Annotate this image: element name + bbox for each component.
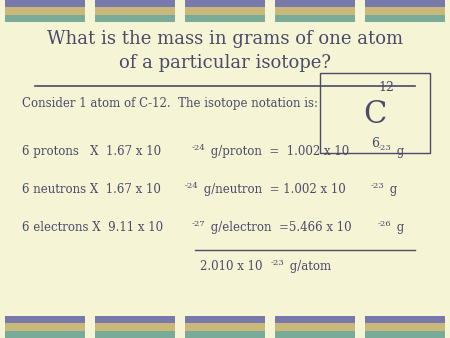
Text: -23: -23 xyxy=(271,259,284,267)
Bar xyxy=(95,331,175,338)
Bar xyxy=(185,316,265,323)
Bar xyxy=(5,7,85,15)
Text: -23: -23 xyxy=(370,182,384,190)
Bar xyxy=(5,15,85,22)
Text: -26: -26 xyxy=(377,220,391,228)
Text: What is the mass in grams of one atom
of a particular isotope?: What is the mass in grams of one atom of… xyxy=(47,29,403,72)
Text: g: g xyxy=(392,221,404,234)
Text: 6: 6 xyxy=(371,137,379,150)
Text: -24: -24 xyxy=(185,182,198,190)
Bar xyxy=(95,7,175,15)
Text: g/electron  =5.466 x 10: g/electron =5.466 x 10 xyxy=(207,221,352,234)
Bar xyxy=(95,0,175,7)
Bar xyxy=(320,73,430,153)
Text: g: g xyxy=(386,183,397,196)
Text: C: C xyxy=(363,99,387,130)
Bar xyxy=(365,323,445,331)
Bar xyxy=(275,15,355,22)
Bar xyxy=(185,331,265,338)
Bar xyxy=(365,7,445,15)
Text: g: g xyxy=(392,145,404,158)
Text: 6 electrons X  9.11 x 10: 6 electrons X 9.11 x 10 xyxy=(22,221,163,234)
Bar xyxy=(275,0,355,7)
Bar xyxy=(365,316,445,323)
Bar xyxy=(275,7,355,15)
Bar xyxy=(365,0,445,7)
Bar xyxy=(5,323,85,331)
Bar xyxy=(275,331,355,338)
Text: Consider 1 atom of C-12.  The isotope notation is:: Consider 1 atom of C-12. The isotope not… xyxy=(22,97,318,110)
Text: 12: 12 xyxy=(378,81,394,94)
Bar xyxy=(5,0,85,7)
Text: 6 protons   X  1.67 x 10: 6 protons X 1.67 x 10 xyxy=(22,145,161,158)
Bar xyxy=(185,7,265,15)
Bar xyxy=(185,0,265,7)
Text: -27: -27 xyxy=(192,220,206,228)
Bar xyxy=(185,323,265,331)
Bar xyxy=(275,323,355,331)
Bar xyxy=(185,15,265,22)
Text: 2.010 x 10: 2.010 x 10 xyxy=(200,260,262,273)
Bar xyxy=(95,15,175,22)
Bar xyxy=(275,316,355,323)
Text: g/neutron  = 1.002 x 10: g/neutron = 1.002 x 10 xyxy=(200,183,346,196)
Text: g/proton  =  1.002 x 10: g/proton = 1.002 x 10 xyxy=(207,145,350,158)
Bar xyxy=(5,316,85,323)
Bar xyxy=(5,331,85,338)
Text: 6 neutrons X  1.67 x 10: 6 neutrons X 1.67 x 10 xyxy=(22,183,161,196)
Bar xyxy=(95,316,175,323)
Bar xyxy=(365,331,445,338)
Text: g/atom: g/atom xyxy=(286,260,331,273)
Bar xyxy=(95,323,175,331)
Bar xyxy=(365,15,445,22)
Text: -23: -23 xyxy=(377,144,391,152)
Text: -24: -24 xyxy=(192,144,206,152)
